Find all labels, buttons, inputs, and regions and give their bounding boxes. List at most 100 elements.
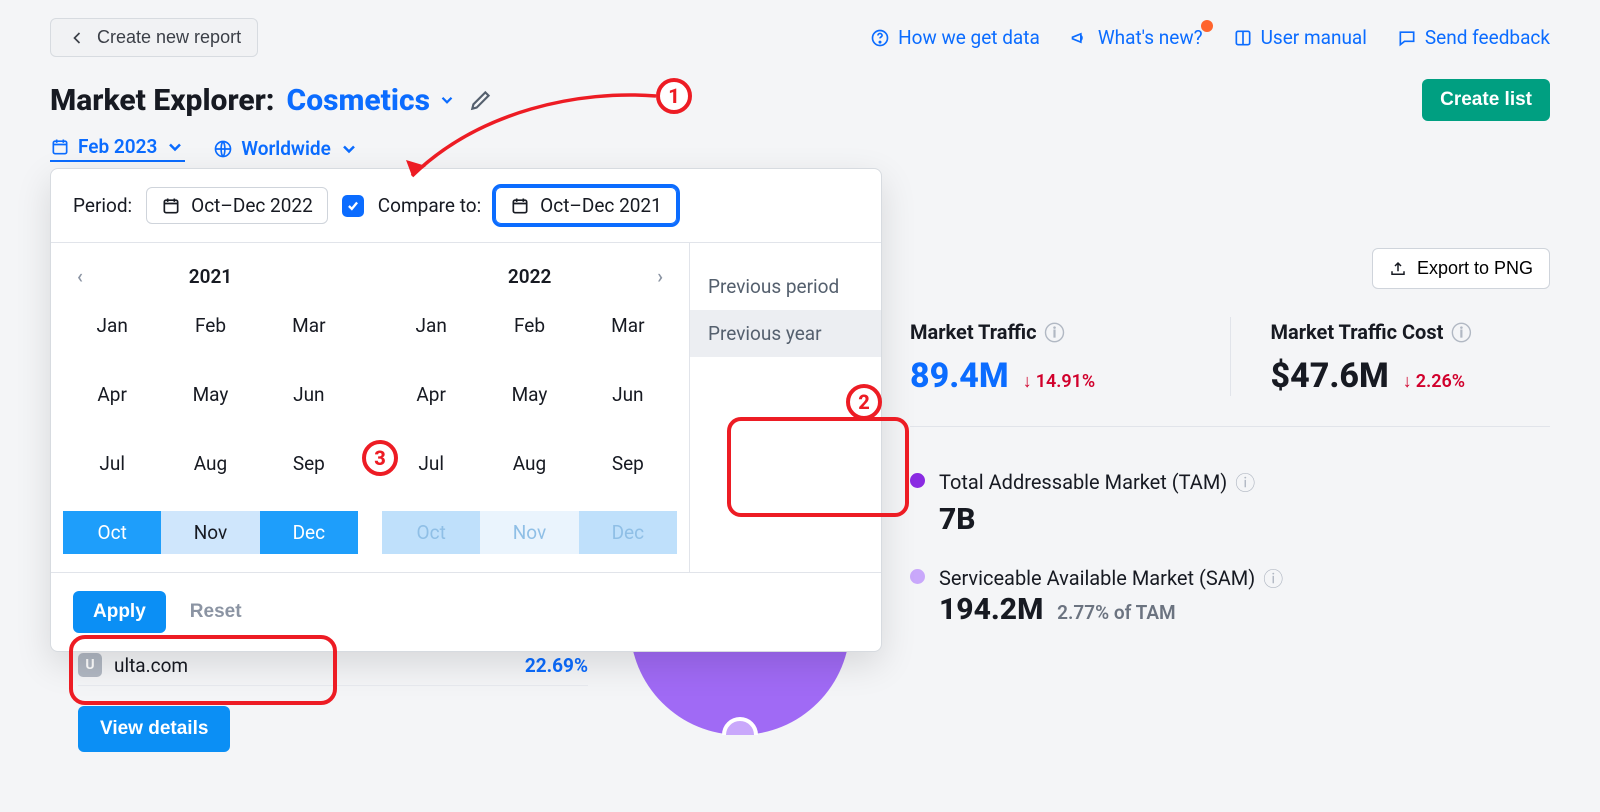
ulta-pct: 22.69% — [525, 654, 588, 677]
tam-value: 7B — [939, 502, 1255, 537]
market-cost-block: Market Traffic Cost ⓘ $47.6M ↓2.26% — [1230, 317, 1551, 396]
month-aug[interactable]: Aug — [480, 442, 578, 485]
previous-year-option[interactable]: Previous year — [690, 310, 881, 357]
annotation-1: 1 — [656, 78, 692, 114]
sam-sub: 2.77% of TAM — [1057, 601, 1176, 624]
export-png-button[interactable]: Export to PNG — [1372, 248, 1550, 289]
question-circle-icon — [870, 28, 890, 48]
info-icon[interactable]: ⓘ — [1235, 467, 1255, 496]
back-button[interactable]: Create new report — [50, 18, 258, 57]
chat-icon — [1397, 28, 1417, 48]
date-filter[interactable]: Feb 2023 — [50, 135, 185, 162]
user-manual-link[interactable]: User manual — [1233, 26, 1367, 49]
sam-legend: Serviceable Available Market (SAM) ⓘ 194… — [910, 563, 1550, 627]
period-label: Period: — [73, 194, 132, 217]
month-dec[interactable]: Dec — [579, 511, 677, 554]
create-list-button[interactable]: Create list — [1422, 79, 1550, 121]
chevron-down-icon — [165, 137, 185, 157]
month-aug[interactable]: Aug — [161, 442, 259, 485]
send-feedback-link[interactable]: Send feedback — [1397, 26, 1550, 49]
market-traffic-block: Market Traffic ⓘ 89.4M ↓14.91% — [910, 317, 1190, 396]
book-icon — [1233, 28, 1253, 48]
how-we-get-data-link[interactable]: How we get data — [870, 26, 1040, 49]
year-right-label: 2022 — [410, 265, 649, 288]
info-icon[interactable]: ⓘ — [1045, 317, 1065, 346]
apply-button[interactable]: Apply — [73, 591, 166, 633]
check-icon — [346, 199, 360, 213]
sam-label: Serviceable Available Market (SAM) — [939, 566, 1255, 590]
sam-dot-icon — [910, 569, 925, 584]
calendar-icon — [510, 196, 530, 216]
view-details-button[interactable]: View details — [78, 706, 230, 752]
month-dec[interactable]: Dec — [260, 511, 358, 554]
previous-period-option[interactable]: Previous period — [690, 263, 881, 310]
prev-year-arrow[interactable]: ‹ — [69, 261, 91, 292]
period-box[interactable]: Oct–Dec 2022 — [146, 187, 328, 224]
export-label: Export to PNG — [1417, 258, 1533, 279]
region-filter-label: Worldwide — [241, 137, 331, 160]
tam-dot-icon — [910, 473, 925, 488]
compare-value: Oct–Dec 2021 — [540, 194, 662, 217]
month-mar[interactable]: Mar — [260, 304, 358, 347]
month-nov[interactable]: Nov — [161, 511, 259, 554]
month-sep[interactable]: Sep — [579, 442, 677, 485]
whats-new-link[interactable]: What's new? — [1070, 26, 1203, 49]
ulta-badge: U — [78, 653, 102, 677]
calendar-right: 2022 › JanFebMarAprMayJunJulAugSepOctNov… — [370, 243, 689, 572]
calendar-icon — [161, 196, 181, 216]
tam-legend: Total Addressable Market (TAM) ⓘ 7B — [910, 467, 1550, 537]
region-filter[interactable]: Worldwide — [213, 137, 359, 160]
month-feb[interactable]: Feb — [161, 304, 259, 347]
upload-icon — [1389, 260, 1407, 278]
month-may[interactable]: May — [480, 373, 578, 416]
month-apr[interactable]: Apr — [382, 373, 480, 416]
month-oct[interactable]: Oct — [382, 511, 480, 554]
month-apr[interactable]: Apr — [63, 373, 161, 416]
back-label: Create new report — [97, 27, 241, 48]
info-icon[interactable]: ⓘ — [1451, 317, 1471, 346]
month-feb[interactable]: Feb — [480, 304, 578, 347]
month-mar[interactable]: Mar — [579, 304, 677, 347]
market-traffic-value: 89.4M — [910, 356, 1009, 396]
month-jun[interactable]: Jun — [579, 373, 677, 416]
tam-label: Total Addressable Market (TAM) — [939, 470, 1227, 494]
feedback-label: Send feedback — [1425, 26, 1550, 49]
info-icon[interactable]: ⓘ — [1263, 563, 1283, 592]
calendar-icon — [50, 137, 70, 157]
date-filter-label: Feb 2023 — [78, 135, 157, 158]
date-range-popover: Period: Oct–Dec 2022 Compare to: Oct–Dec… — [50, 168, 882, 652]
manual-label: User manual — [1261, 26, 1367, 49]
globe-icon — [213, 139, 233, 159]
page-title-name[interactable]: Cosmetics — [287, 83, 457, 118]
market-cost-title: Market Traffic Cost — [1271, 320, 1444, 344]
sam-value: 194.2M — [939, 592, 1043, 627]
month-nov[interactable]: Nov — [480, 511, 578, 554]
month-jul[interactable]: Jul — [63, 442, 161, 485]
chevron-down-icon — [339, 139, 359, 159]
compare-checkbox[interactable] — [342, 195, 364, 217]
market-cost-value: $47.6M — [1271, 356, 1389, 396]
calendar-left: ‹ 2021 JanFebMar AprMayJun JulAugSep OctNov… — [51, 243, 370, 572]
reset-button[interactable]: Reset — [190, 601, 242, 623]
market-traffic-delta: ↓14.91% — [1023, 371, 1096, 392]
whats-new-label: What's new? — [1098, 26, 1203, 49]
compare-label: Compare to: — [378, 194, 481, 217]
ulta-domain: ulta.com — [114, 654, 188, 677]
market-cost-delta: ↓2.26% — [1403, 371, 1465, 392]
year-left-label: 2021 — [91, 265, 330, 288]
next-year-arrow[interactable]: › — [649, 261, 671, 292]
annotation-3: 3 — [362, 440, 398, 476]
month-jan[interactable]: Jan — [382, 304, 480, 347]
month-jun[interactable]: Jun — [260, 373, 358, 416]
month-sep[interactable]: Sep — [260, 442, 358, 485]
market-traffic-title: Market Traffic — [910, 320, 1037, 344]
compare-box[interactable]: Oct–Dec 2021 — [495, 187, 677, 224]
pencil-icon[interactable] — [468, 87, 494, 113]
arrow-left-icon — [67, 28, 87, 48]
period-value: Oct–Dec 2022 — [191, 194, 313, 217]
notification-dot-icon — [1201, 20, 1213, 32]
month-may[interactable]: May — [161, 373, 259, 416]
chevron-down-icon — [438, 91, 456, 109]
month-jan[interactable]: Jan — [63, 304, 161, 347]
month-oct[interactable]: Oct — [63, 511, 161, 554]
